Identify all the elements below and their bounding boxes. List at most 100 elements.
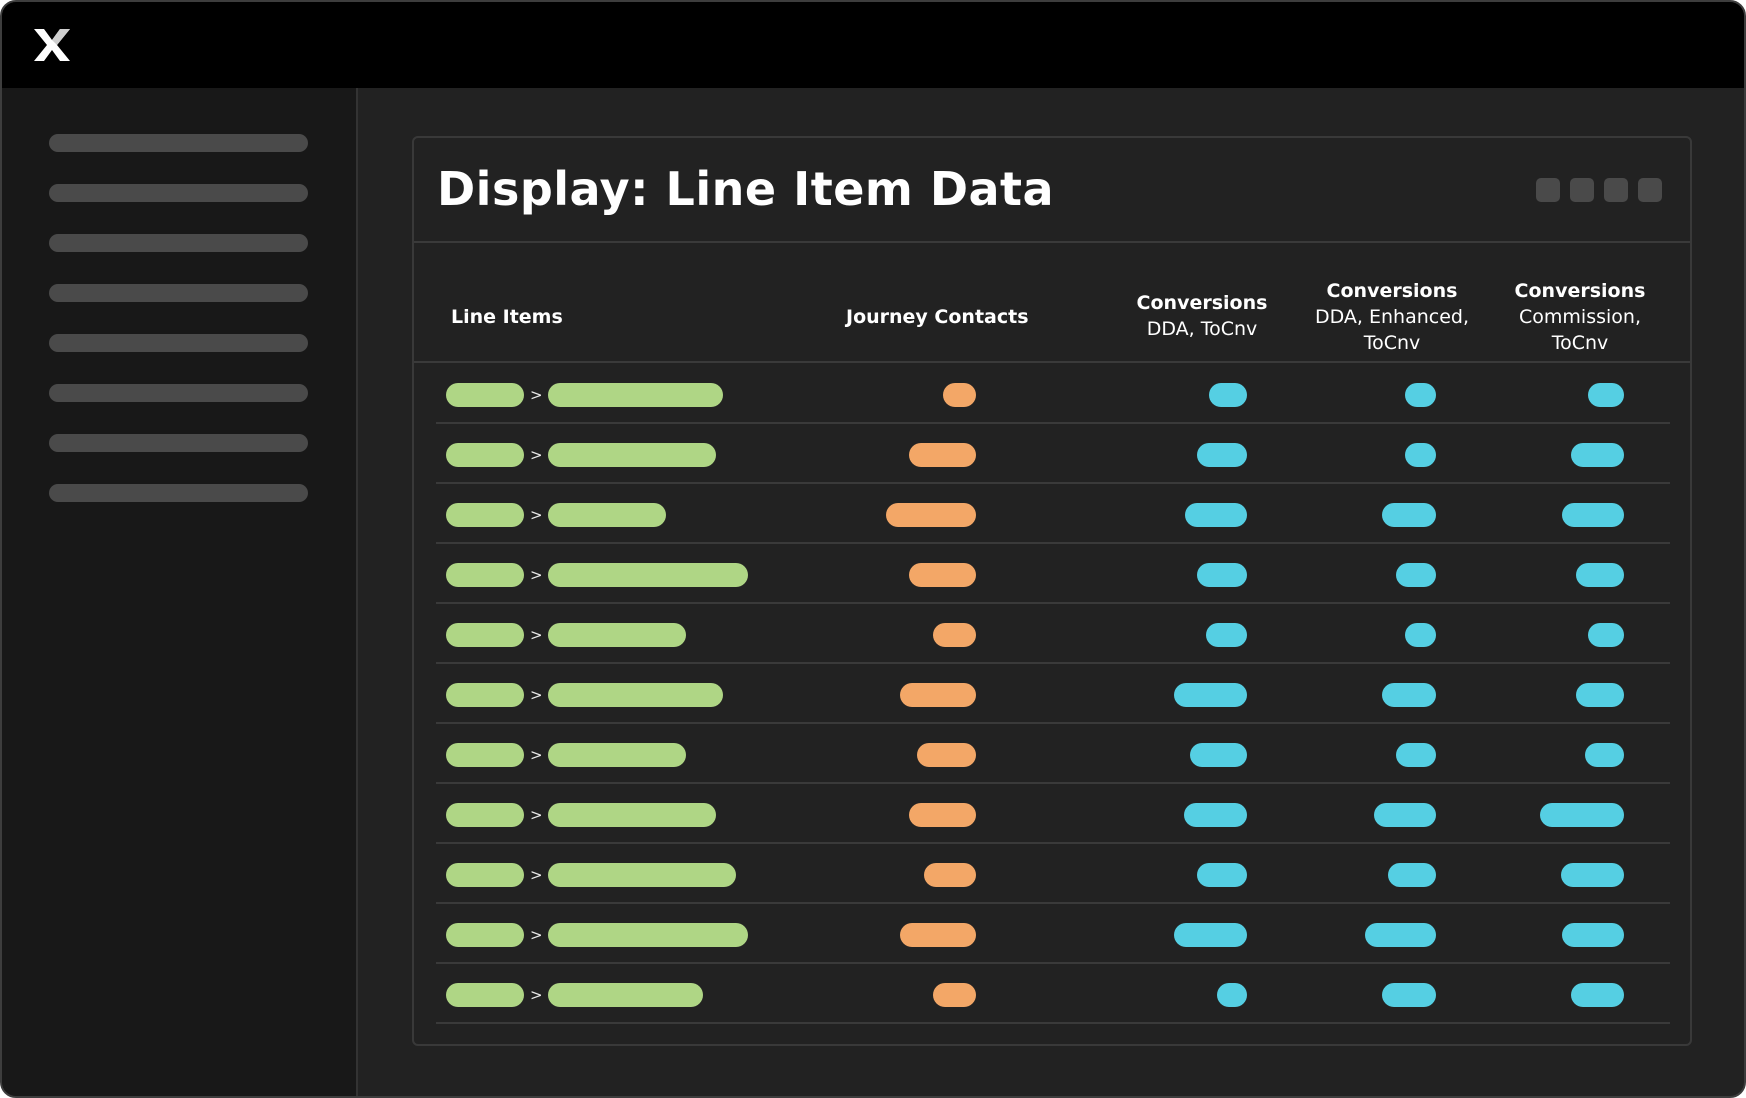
- line-item-name-bar: [548, 743, 686, 767]
- conversions-dda-bar: [1185, 503, 1247, 527]
- table-row[interactable]: >: [436, 484, 1670, 544]
- journey-contacts-bar: [886, 503, 976, 527]
- line-item-campaign-bar: [446, 863, 524, 887]
- table-row[interactable]: >: [436, 664, 1670, 724]
- line-item-campaign-bar: [446, 443, 524, 467]
- breadcrumb-separator: >: [530, 566, 543, 584]
- page-title: Display: Line Item Data: [437, 162, 1055, 216]
- sidebar-item[interactable]: [49, 484, 308, 502]
- conversions-dda-enhanced-bar: [1382, 683, 1436, 707]
- line-item-campaign-bar: [446, 983, 524, 1007]
- window-control-button[interactable]: [1570, 178, 1594, 202]
- conversions-dda-bar: [1174, 683, 1247, 707]
- conversions-dda-enhanced-bar: [1382, 503, 1436, 527]
- line-item-data-panel: Display: Line Item Data Line Items Journ…: [412, 136, 1692, 1046]
- column-header-label: Conversions: [1136, 292, 1268, 314]
- column-header-line-items[interactable]: Line Items: [451, 304, 563, 330]
- breadcrumb-separator: >: [530, 926, 543, 944]
- line-item-name-bar: [548, 623, 686, 647]
- conversions-dda-enhanced-bar: [1388, 863, 1436, 887]
- line-item-campaign-bar: [446, 563, 524, 587]
- column-header-sublabel: DDA, ToCnv: [1146, 318, 1258, 340]
- line-item-name-bar: [548, 923, 748, 947]
- table-row[interactable]: >: [436, 544, 1670, 604]
- breadcrumb-separator: >: [530, 866, 543, 884]
- conversions-dda-enhanced-bar: [1396, 563, 1436, 587]
- column-header-sublabel: Commission,: [1519, 306, 1641, 328]
- column-header-conversions-commission[interactable]: Conversions Commission, ToCnv: [1515, 278, 1646, 356]
- conversions-dda-bar: [1184, 803, 1247, 827]
- conversions-dda-bar: [1197, 863, 1247, 887]
- conversions-commission-bar: [1576, 563, 1624, 587]
- conversions-commission-bar: [1576, 683, 1624, 707]
- column-header-journey-contacts[interactable]: Journey Contacts: [846, 304, 1029, 330]
- window-control-button[interactable]: [1536, 178, 1560, 202]
- column-header-label: Journey Contacts: [846, 306, 1029, 328]
- window-control-button[interactable]: [1638, 178, 1662, 202]
- line-item-campaign-bar: [446, 923, 524, 947]
- sidebar-item[interactable]: [49, 134, 308, 152]
- conversions-dda-enhanced-bar: [1405, 383, 1436, 407]
- conversions-commission-bar: [1585, 743, 1624, 767]
- column-header-conversions-dda[interactable]: Conversions DDA, ToCnv: [1137, 290, 1268, 342]
- conversions-dda-enhanced-bar: [1405, 623, 1436, 647]
- sidebar-item[interactable]: [49, 384, 308, 402]
- conversions-commission-bar: [1561, 863, 1624, 887]
- conversions-commission-bar: [1562, 923, 1624, 947]
- column-header-label: Conversions: [1514, 280, 1646, 302]
- line-item-name-bar: [548, 863, 736, 887]
- table-row[interactable]: >: [436, 724, 1670, 784]
- sidebar-item[interactable]: [49, 184, 308, 202]
- breadcrumb-separator: >: [530, 446, 543, 464]
- sidebar-item[interactable]: [49, 334, 308, 352]
- table-row[interactable]: >: [436, 904, 1670, 964]
- journey-contacts-bar: [943, 383, 976, 407]
- journey-contacts-bar: [909, 443, 976, 467]
- conversions-commission-bar: [1540, 803, 1624, 827]
- conversions-dda-bar: [1190, 743, 1247, 767]
- journey-contacts-bar: [900, 683, 976, 707]
- line-item-campaign-bar: [446, 503, 524, 527]
- x-logo-icon[interactable]: [32, 28, 72, 62]
- line-item-campaign-bar: [446, 743, 524, 767]
- table-row[interactable]: >: [436, 844, 1670, 904]
- conversions-commission-bar: [1588, 383, 1624, 407]
- sidebar-item[interactable]: [49, 284, 308, 302]
- window-control-button[interactable]: [1604, 178, 1628, 202]
- breadcrumb-separator: >: [530, 806, 543, 824]
- line-item-campaign-bar: [446, 683, 524, 707]
- breadcrumb-separator: >: [530, 746, 543, 764]
- table-row[interactable]: >: [436, 604, 1670, 664]
- table-row[interactable]: >: [436, 424, 1670, 484]
- conversions-dda-bar: [1197, 563, 1247, 587]
- journey-contacts-bar: [933, 983, 976, 1007]
- journey-contacts-bar: [909, 563, 976, 587]
- conversions-dda-enhanced-bar: [1382, 983, 1436, 1007]
- line-item-name-bar: [548, 803, 716, 827]
- table-row[interactable]: >: [436, 964, 1670, 1024]
- sidebar-item[interactable]: [49, 234, 308, 252]
- conversions-dda-bar: [1206, 623, 1247, 647]
- line-item-campaign-bar: [446, 623, 524, 647]
- column-header-label: Conversions: [1326, 280, 1458, 302]
- line-item-name-bar: [548, 503, 666, 527]
- conversions-commission-bar: [1571, 983, 1624, 1007]
- breadcrumb-separator: >: [530, 506, 543, 524]
- table-row[interactable]: >: [436, 784, 1670, 844]
- conversions-dda-bar: [1209, 383, 1247, 407]
- journey-contacts-bar: [924, 863, 976, 887]
- journey-contacts-bar: [900, 923, 976, 947]
- top-bar: [2, 2, 1744, 88]
- journey-contacts-bar: [917, 743, 976, 767]
- sidebar: [2, 88, 358, 1096]
- conversions-dda-bar: [1197, 443, 1247, 467]
- line-item-name-bar: [548, 563, 748, 587]
- column-header-sublabel: DDA, Enhanced,: [1314, 306, 1470, 328]
- table-header-divider: [414, 361, 1690, 363]
- column-header-conversions-dda-enhanced[interactable]: Conversions DDA, Enhanced, ToCnv: [1315, 278, 1469, 356]
- breadcrumb-separator: >: [530, 626, 543, 644]
- sidebar-item[interactable]: [49, 434, 308, 452]
- line-item-campaign-bar: [446, 383, 524, 407]
- table-row[interactable]: >: [436, 364, 1670, 424]
